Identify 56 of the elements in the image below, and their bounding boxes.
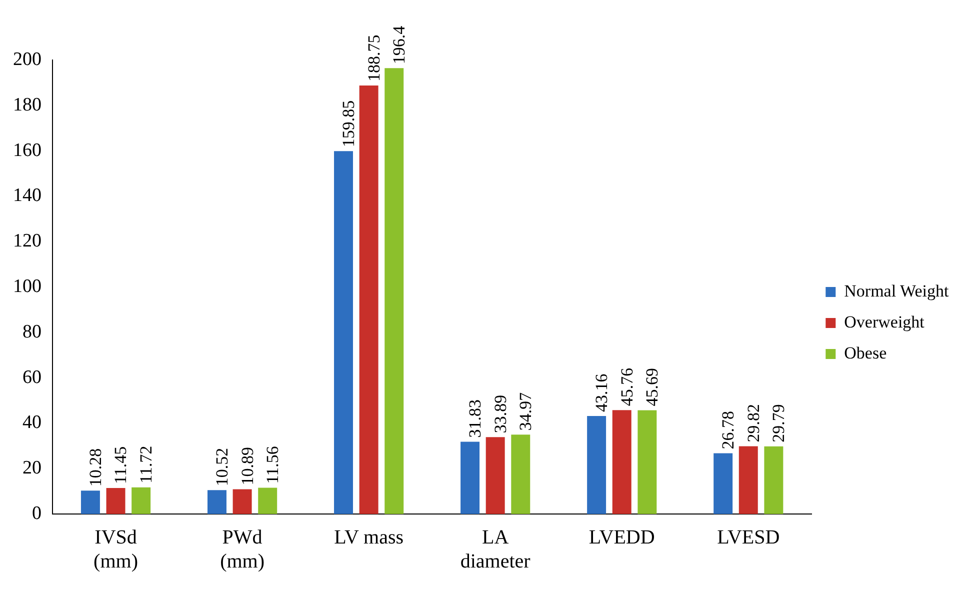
y-tick-label: 40 [22,412,42,434]
y-tick-label: 80 [22,321,42,342]
bar [232,489,252,514]
data-label: 10.89 [238,447,257,486]
y-tick-label: 200 [13,48,42,70]
legend-label: Overweight [844,312,925,332]
data-label: 45.76 [617,368,636,406]
bar [511,434,530,514]
y-tick-label: 20 [22,458,42,479]
y-tick-label: 120 [13,230,42,252]
y-tick-label: 0 [32,502,42,524]
data-label: 11.72 [136,446,156,484]
bar [334,151,353,514]
data-label: 34.97 [516,392,536,431]
data-label: 45.69 [642,368,662,406]
x-tick-label: IVSd (mm) [94,526,138,572]
bar [80,490,100,514]
x-tick-label: LV mass [334,526,404,548]
legend-label: Normal Weight [844,281,949,300]
bar [384,68,404,514]
bar [207,490,226,514]
bar [359,86,378,514]
data-label: 11.45 [111,446,130,484]
bar [132,487,151,514]
bar [587,416,606,514]
bar [714,453,733,514]
data-label: 188.75 [364,34,384,82]
y-tick-label: 140 [13,185,42,206]
data-label: 33.89 [490,394,510,434]
data-label: 31.83 [466,399,484,438]
data-label: 10.28 [86,448,105,487]
y-tick-label: 100 [13,276,42,297]
data-label: 10.52 [212,448,232,486]
legend-label: Obese [844,343,887,362]
data-label: 29.79 [769,404,788,442]
data-label: 196.4 [390,25,409,64]
x-tick-label: LVESD [717,526,780,548]
bar [258,488,278,514]
bar [486,437,505,514]
y-tick-label: 160 [13,140,42,161]
data-label: 29.82 [744,404,763,442]
bar [460,442,480,514]
bar [106,488,126,514]
data-label: 159.85 [338,100,358,148]
data-label: 43.16 [592,374,612,412]
x-tick-label: LVEDD [588,526,655,548]
data-label: 26.78 [718,410,738,450]
data-label: 11.56 [263,446,282,484]
bar [612,410,632,514]
bar [638,410,657,514]
x-tick-label: PWd (mm) [220,526,265,572]
x-tick-label: LA diameter [460,526,531,572]
y-tick-label: 180 [13,94,42,116]
bar [764,446,784,514]
y-tick-label: 60 [22,366,42,388]
bar [738,446,758,514]
